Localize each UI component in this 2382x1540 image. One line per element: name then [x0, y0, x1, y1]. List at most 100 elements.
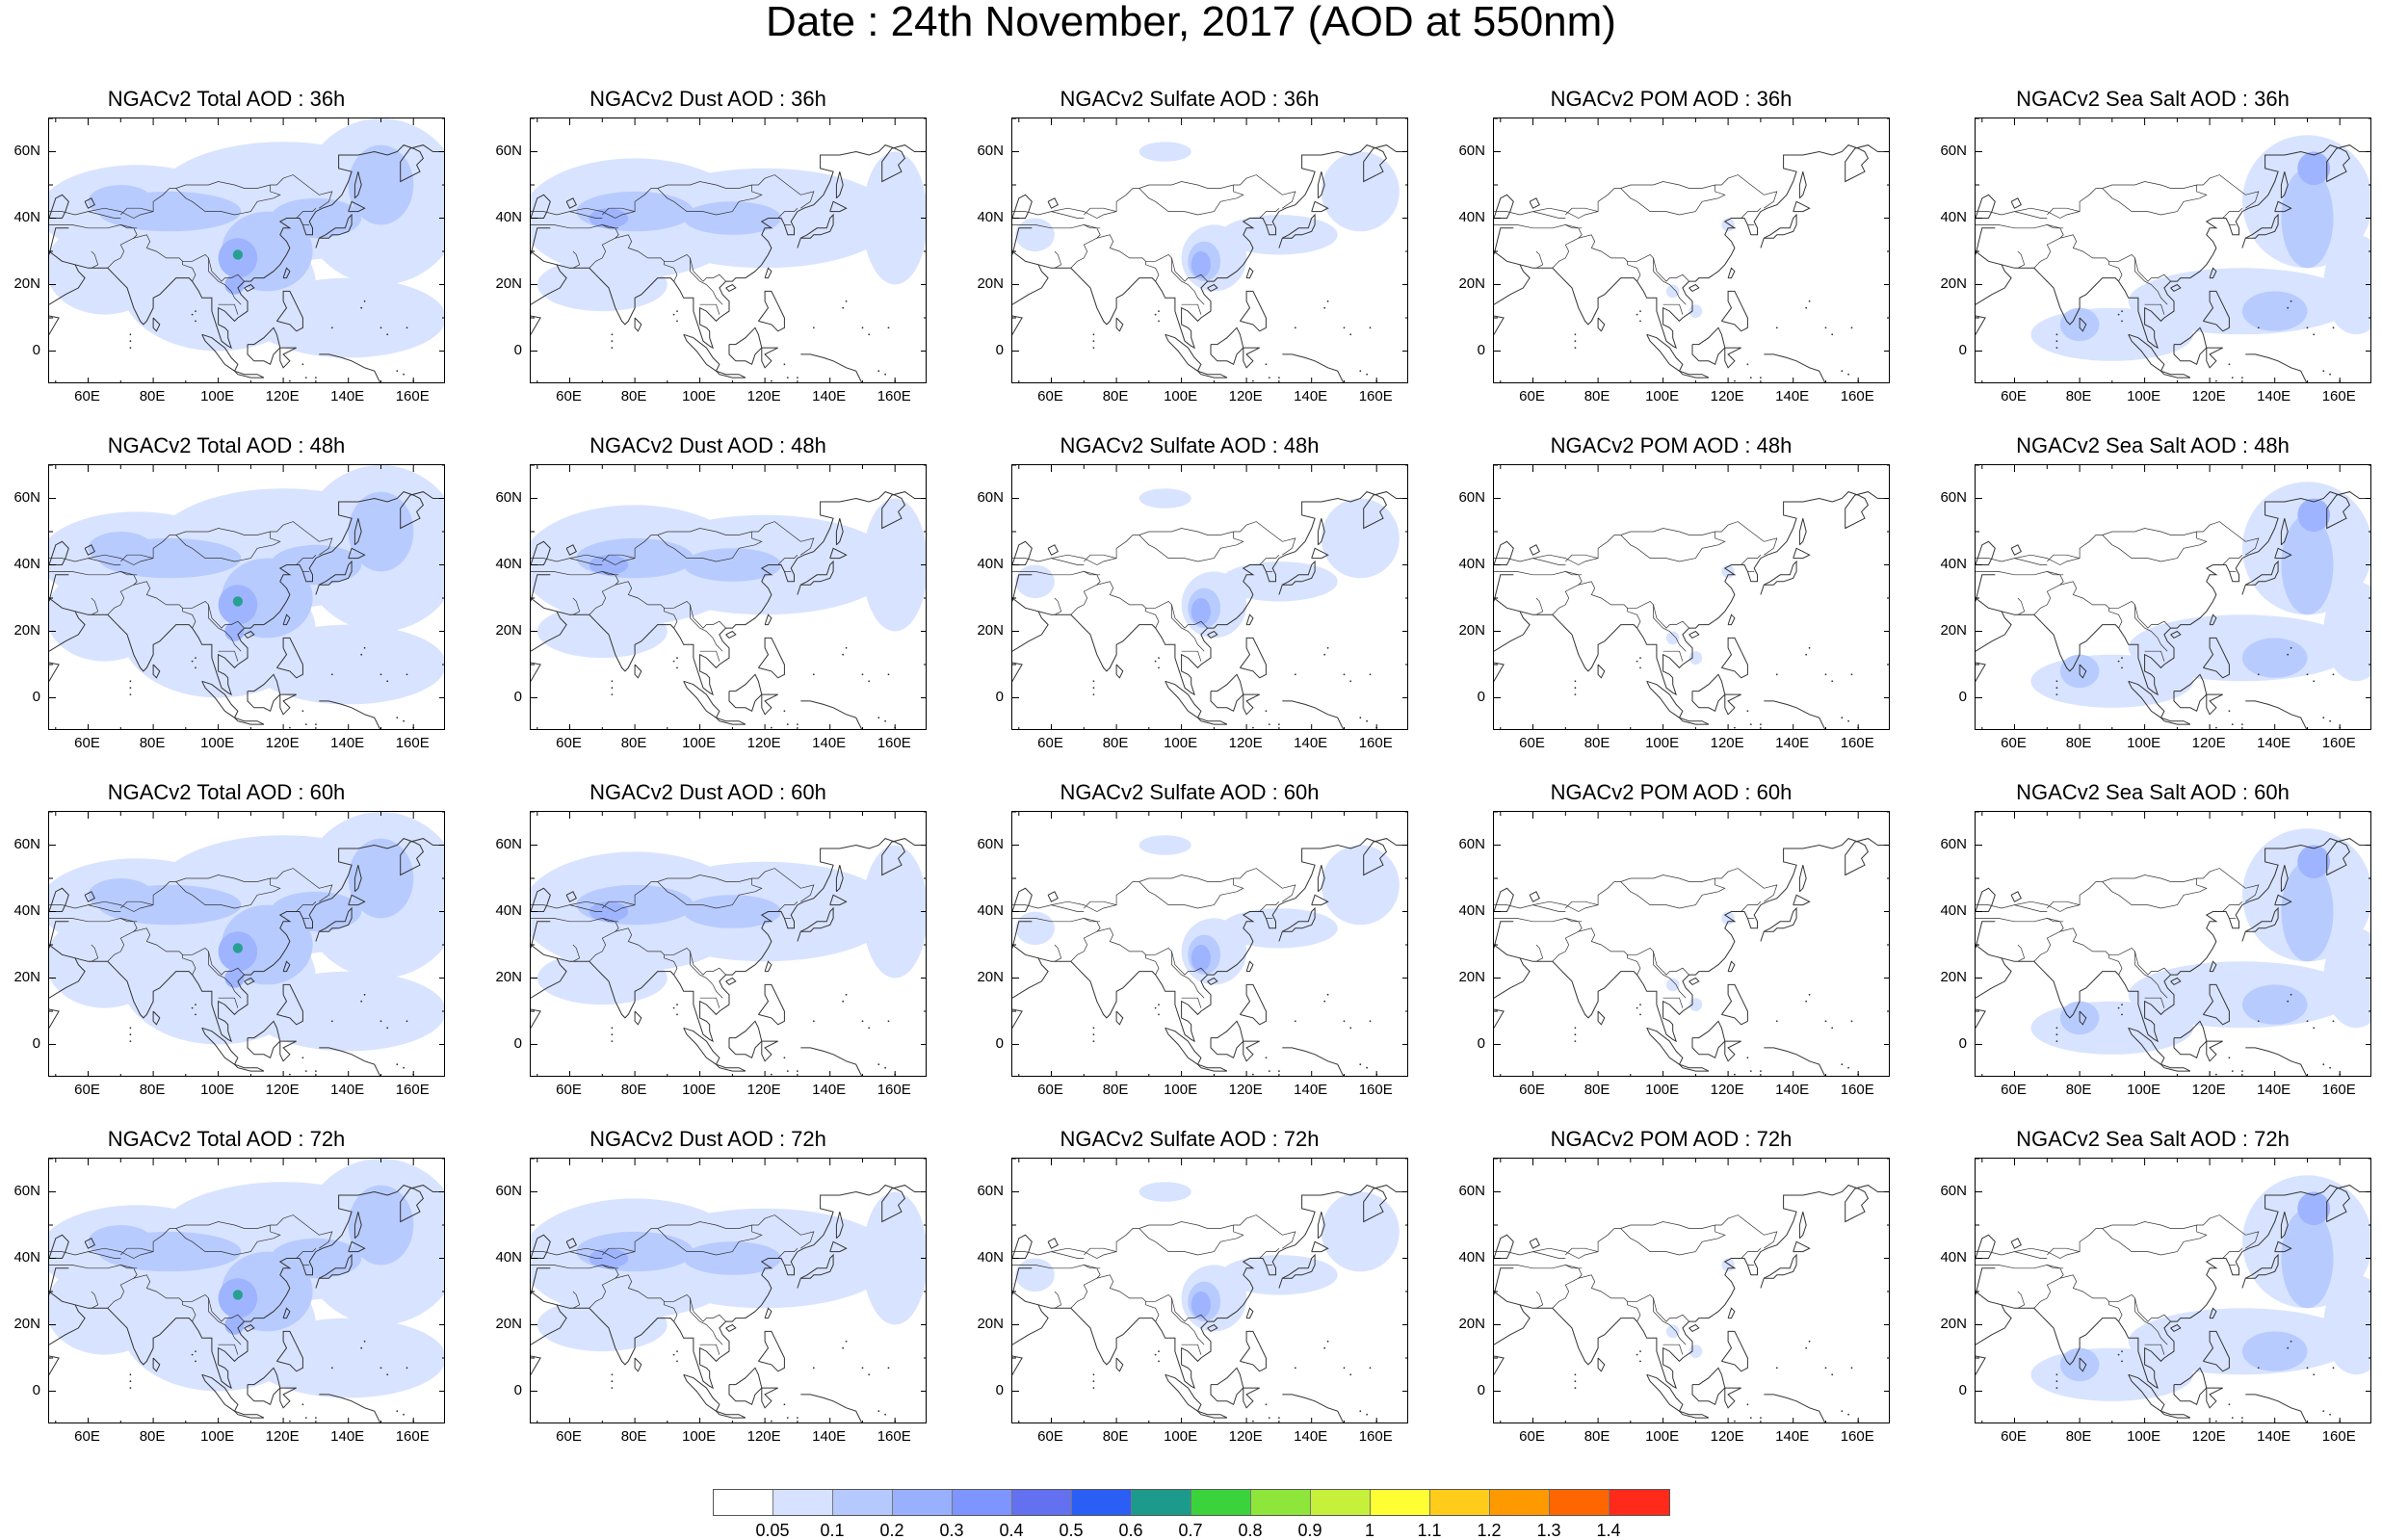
lon-tick-label: 60E — [1037, 1428, 1063, 1445]
lat-tick-label: 60N — [13, 488, 40, 506]
lon-tick-label: 100E — [1645, 735, 1680, 751]
lon-tick-label: 80E — [620, 388, 647, 405]
tick-marks — [1012, 812, 1407, 1076]
lon-tick-label: 160E — [395, 735, 430, 751]
lon-tick-label: 80E — [1102, 388, 1129, 405]
lat-tick-label: 40N — [1458, 1248, 1485, 1266]
lat-tick-label: 0 — [1958, 1381, 1967, 1398]
colorbar-label: 1.2 — [1477, 1521, 1502, 1540]
small-islands — [2055, 300, 2342, 382]
coastlines — [1012, 144, 1407, 382]
aod-map — [1493, 811, 1890, 1077]
lon-tick-label: 100E — [2127, 388, 2161, 405]
lat-tick-label: 60N — [977, 488, 1004, 506]
lon-tick-label: 160E — [1840, 735, 1874, 751]
small-islands — [1574, 646, 1860, 729]
lon-tick-label: 160E — [395, 1082, 430, 1098]
map-panel: NGACv2 POM AOD : 48h 60N 40N 20N 0 60E 80E 100E… — [1445, 433, 1898, 761]
tick-marks — [1976, 465, 2370, 729]
aod-field — [1665, 1258, 1735, 1358]
tick-marks — [531, 118, 926, 382]
lon-tick-label: 100E — [1645, 1428, 1680, 1445]
aod-map — [48, 464, 445, 730]
lon-tick-label: 140E — [1775, 388, 1810, 405]
lon-tick-label: 80E — [2065, 1082, 2092, 1098]
lon-tick-label: 140E — [1294, 735, 1328, 751]
lon-tick-label: 60E — [74, 735, 100, 751]
lat-tick-label: 40N — [495, 555, 522, 572]
lon-tick-label: 100E — [682, 388, 717, 405]
lon-tick-label: 160E — [2321, 388, 2356, 405]
tick-marks — [1494, 465, 1889, 729]
lon-tick-label: 60E — [1519, 388, 1545, 405]
lon-tick-label: 60E — [2001, 388, 2027, 405]
lon-tick-label: 80E — [139, 1082, 166, 1098]
lon-tick-label: 100E — [2127, 1082, 2161, 1098]
colorbar-label: 0.6 — [1118, 1521, 1143, 1540]
panel-title: NGACv2 POM AOD : 72h — [1550, 1127, 1793, 1151]
coastlines — [49, 491, 444, 729]
colorbar-swatch — [893, 1490, 953, 1515]
lon-tick-label: 80E — [1102, 1082, 1129, 1098]
lat-tick-label: 60N — [1458, 1182, 1485, 1199]
lon-tick-label: 160E — [1840, 1428, 1874, 1445]
small-islands — [1092, 646, 1378, 729]
lon-tick-label: 120E — [1710, 1082, 1744, 1098]
panel-title: NGACv2 POM AOD : 60h — [1550, 780, 1793, 804]
lon-tick-label: 60E — [1519, 1428, 1545, 1445]
lon-tick-label: 100E — [1645, 1082, 1680, 1098]
lon-tick-label: 140E — [1775, 1428, 1810, 1445]
lat-tick-label: 60N — [977, 1182, 1004, 1199]
lon-tick-label: 140E — [812, 1428, 847, 1445]
lon-tick-label: 120E — [2191, 388, 2226, 405]
lat-tick-label: 60N — [1940, 835, 1967, 852]
aod-field — [2030, 1175, 2370, 1401]
aod-map — [1011, 464, 1408, 730]
map-panel: NGACv2 Total AOD : 60h 60N 40N 20N 0 60E 80E 10… — [0, 780, 453, 1108]
lon-tick-label: 100E — [1164, 1428, 1198, 1445]
tick-marks — [49, 1159, 444, 1423]
map-panel: NGACv2 Total AOD : 48h 60N 40N 20N 0 60E 80E 10… — [0, 433, 453, 761]
lat-tick-label: 20N — [1940, 1315, 1967, 1332]
lat-tick-label: 0 — [1477, 688, 1485, 705]
lon-tick-label: 100E — [1645, 388, 1680, 405]
lon-tick-label: 60E — [74, 388, 100, 405]
panel-title: NGACv2 POM AOD : 48h — [1550, 433, 1793, 457]
aod-map — [1011, 1158, 1408, 1423]
small-islands — [1574, 993, 1860, 1076]
coastlines — [531, 491, 926, 729]
coastlines — [1976, 838, 2370, 1076]
lon-tick-label: 140E — [330, 735, 365, 751]
lon-tick-label: 80E — [1584, 735, 1610, 751]
colorbar-swatch — [773, 1490, 833, 1515]
tick-marks — [1976, 812, 2370, 1076]
lon-tick-label: 60E — [1519, 735, 1545, 751]
lon-tick-label: 120E — [746, 735, 781, 751]
coastlines — [1976, 1185, 2370, 1423]
lon-tick-label: 140E — [330, 1082, 365, 1098]
lat-tick-label: 40N — [977, 208, 1004, 225]
colorbar-swatch — [1132, 1490, 1191, 1515]
lon-tick-label: 60E — [2001, 1428, 2027, 1445]
country-borders — [1494, 174, 1778, 315]
lon-tick-label: 120E — [265, 1082, 300, 1098]
panel-title: NGACv2 Sea Salt AOD : 72h — [2016, 1127, 2290, 1151]
lat-tick-label: 40N — [977, 901, 1004, 919]
lon-tick-label: 120E — [1710, 735, 1744, 751]
lon-tick-label: 100E — [200, 388, 235, 405]
map-panel: NGACv2 Dust AOD : 60h 60N 40N 20N 0 60E 80E 100… — [482, 780, 934, 1108]
colorbar-label: 0.8 — [1238, 1521, 1263, 1540]
lat-tick-label: 0 — [995, 1034, 1004, 1052]
aod-field — [1015, 142, 1400, 292]
country-borders — [531, 521, 815, 662]
lat-tick-label: 20N — [1458, 1315, 1485, 1332]
lon-tick-label: 80E — [2065, 735, 2092, 751]
lon-tick-label: 80E — [1584, 1428, 1610, 1445]
lat-tick-label: 40N — [1458, 901, 1485, 919]
lat-tick-label: 60N — [977, 142, 1004, 159]
lat-tick-label: 60N — [1940, 1182, 1967, 1199]
country-borders — [49, 521, 333, 662]
lon-tick-label: 60E — [2001, 735, 2027, 751]
country-borders — [531, 868, 815, 1008]
lon-tick-label: 160E — [395, 388, 430, 405]
